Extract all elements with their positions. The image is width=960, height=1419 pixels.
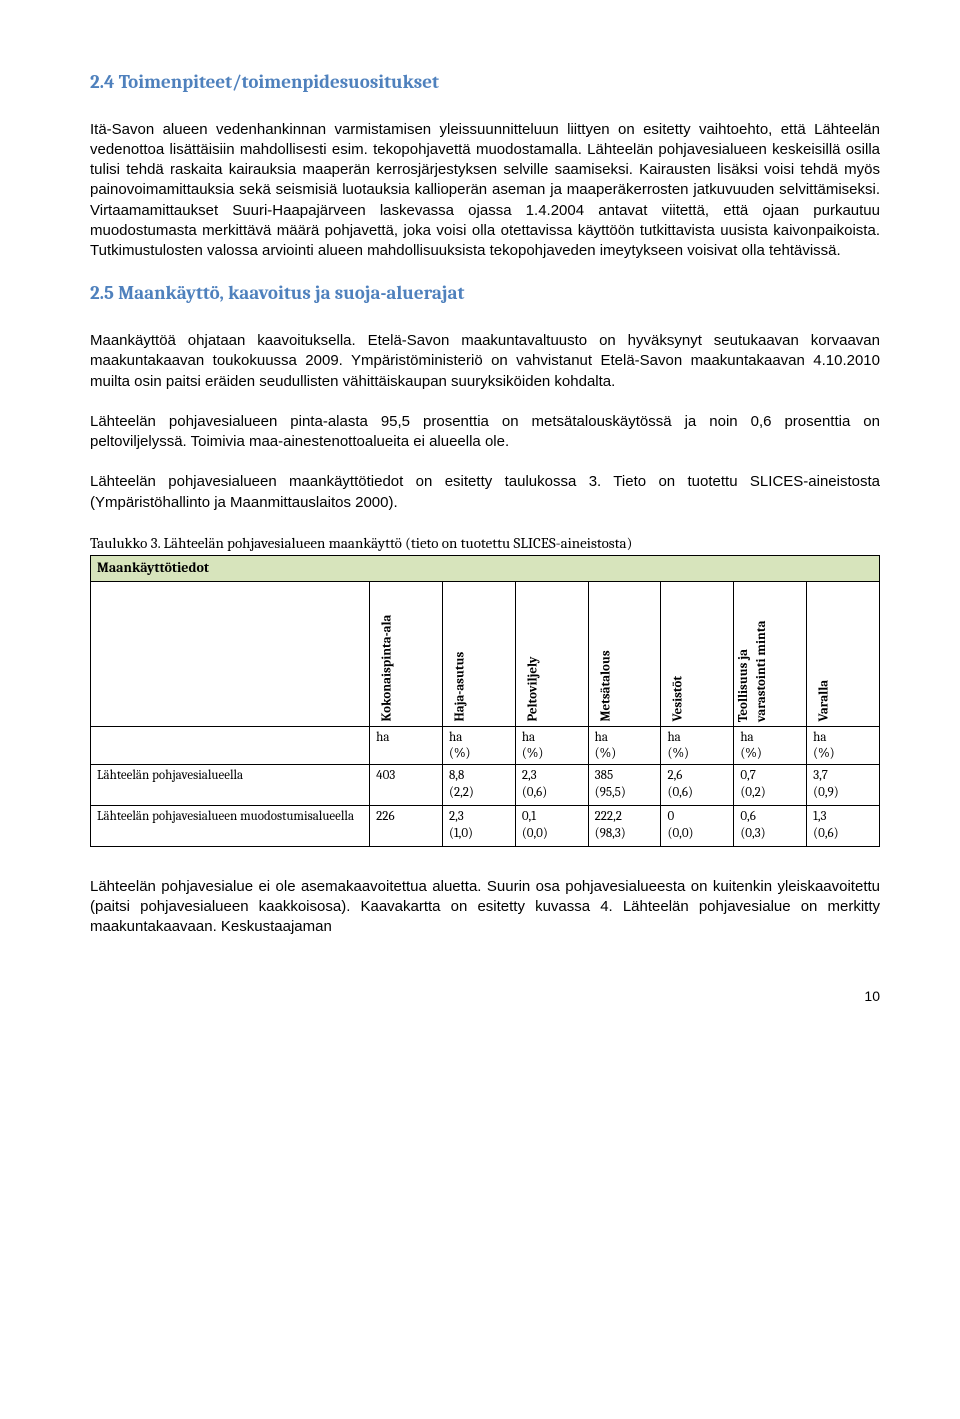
row2-c3: 0,1(0,0)	[515, 805, 588, 846]
row2-c5: 0(0,0)	[661, 805, 734, 846]
section-25-heading: 2.5 Maankäyttö, kaavoitus ja suoja-aluer…	[90, 281, 880, 307]
row2-c1: 226	[370, 805, 443, 846]
row1-c4: 385(95,5)	[588, 765, 661, 806]
section-25-paragraph-1: Maankäyttöä ohjataan kaavoituksella. Ete…	[90, 331, 880, 392]
row1-c3: 2,3(0,6)	[515, 765, 588, 806]
col-blank	[91, 581, 370, 726]
table-header-row: Maankäyttötiedot	[91, 556, 880, 582]
row2-label: Lähteelän pohjavesialueen muodostumisalu…	[91, 805, 370, 846]
col-pelto: Peltoviljely	[515, 581, 588, 726]
col-vesi: Vesistöt	[661, 581, 734, 726]
table-row: Lähteelän pohjavesialueella 403 8,8(2,2)…	[91, 765, 880, 806]
unit-c5: ha(%)	[661, 726, 734, 764]
row1-c6: 0,7(0,2)	[734, 765, 807, 806]
table-caption: Taulukko 3. Lähteelän pohjavesialueen ma…	[90, 533, 880, 553]
col-haja: Haja-asutus	[443, 581, 516, 726]
col-metsa: Metsätalous	[588, 581, 661, 726]
col-varalla: Varalla	[807, 581, 880, 726]
footer-paragraph: Lähteelän pohjavesialue ei ole asemakaav…	[90, 877, 880, 938]
row2-c6: 0,6(0,3)	[734, 805, 807, 846]
table-row: Lähteelän pohjavesialueen muodostumisalu…	[91, 805, 880, 846]
unit-c2: ha(%)	[443, 726, 516, 764]
row2-c4: 222,2(98,3)	[588, 805, 661, 846]
unit-c3: ha(%)	[515, 726, 588, 764]
table-units-row: ha ha(%) ha(%) ha(%) ha(%) ha(%) ha(%)	[91, 726, 880, 764]
page-number: 10	[90, 987, 880, 1006]
row1-c7: 3,7(0,9)	[807, 765, 880, 806]
section-25-paragraph-3: Lähteelän pohjavesialueen maankäyttötied…	[90, 472, 880, 513]
unit-c6: ha(%)	[734, 726, 807, 764]
row1-c1: 403	[370, 765, 443, 806]
unit-c1: ha	[370, 726, 443, 764]
row2-c2: 2,3(1,0)	[443, 805, 516, 846]
row2-c7: 1,3(0,6)	[807, 805, 880, 846]
row1-c5: 2,6(0,6)	[661, 765, 734, 806]
unit-c4: ha(%)	[588, 726, 661, 764]
unit-c7: ha(%)	[807, 726, 880, 764]
table-column-headers: Kokonaispinta-ala Haja-asutus Peltovilje…	[91, 581, 880, 726]
table-header-label: Maankäyttötiedot	[91, 556, 880, 582]
row1-label: Lähteelän pohjavesialueella	[91, 765, 370, 806]
section-24-paragraph: Itä-Savon alueen vedenhankinnan varmista…	[90, 120, 880, 262]
land-use-table: Maankäyttötiedot Kokonaispinta-ala Haja-…	[90, 555, 880, 847]
section-24-heading: 2.4 Toimenpiteet/toimenpidesuositukset	[90, 70, 880, 96]
col-teoll: Teollisuus ja varastointi minta	[734, 581, 807, 726]
section-25-paragraph-2: Lähteelän pohjavesialueen pinta-alasta 9…	[90, 412, 880, 453]
row1-c2: 8,8(2,2)	[443, 765, 516, 806]
col-kokonais: Kokonaispinta-ala	[370, 581, 443, 726]
unit-blank	[91, 726, 370, 764]
